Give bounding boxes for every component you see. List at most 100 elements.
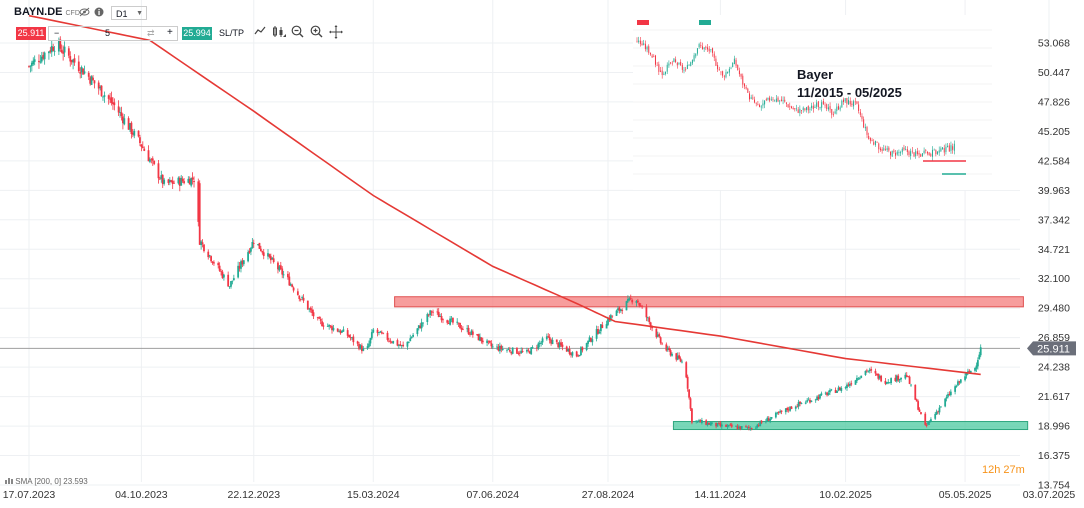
- increase-button[interactable]: +: [167, 27, 173, 38]
- candle-body: [957, 381, 959, 386]
- inset-candle-body: [799, 108, 801, 114]
- candle-body: [426, 314, 429, 322]
- inset-candle-body: [638, 40, 640, 42]
- candle-body: [487, 340, 490, 342]
- candle-body: [568, 348, 571, 354]
- candle-body: [679, 358, 682, 362]
- candle-body: [28, 66, 30, 67]
- candle-body: [535, 347, 538, 349]
- inset-candle-body: [822, 100, 824, 105]
- inset-candle-body: [854, 101, 856, 103]
- candle-body: [137, 130, 140, 137]
- quantity-input[interactable]: 5: [105, 28, 111, 38]
- candle-body: [780, 410, 783, 412]
- candle-body: [207, 251, 210, 258]
- y-tick-label: 37.342: [1038, 214, 1070, 226]
- candle-body: [848, 383, 851, 386]
- candle-body: [309, 307, 312, 311]
- candle-body: [420, 322, 423, 329]
- candle-body: [786, 408, 789, 411]
- y-tick-label: 39.963: [1038, 185, 1070, 197]
- candle-body: [168, 179, 171, 183]
- candle-body: [928, 420, 931, 423]
- candle-body: [765, 420, 767, 423]
- inset-candle-body: [680, 61, 682, 66]
- sell-button[interactable]: 25.911: [16, 27, 46, 40]
- timeframe-select[interactable]: D1 ▼: [111, 6, 147, 20]
- inset-candle-body: [846, 98, 848, 104]
- candle-body: [257, 244, 259, 245]
- inset-candle-body: [874, 140, 876, 146]
- x-tick-label: 05.05.2025: [939, 489, 992, 501]
- sltp-button[interactable]: SL/TP: [219, 28, 245, 38]
- swap-icon[interactable]: ⇄: [147, 28, 155, 38]
- inset-candle-body: [836, 106, 838, 111]
- candle-body: [72, 59, 75, 63]
- line-chart-icon[interactable]: [254, 25, 266, 40]
- inset-candle-body: [767, 97, 769, 100]
- candle-body: [895, 375, 898, 382]
- candle-body: [527, 349, 530, 351]
- inset-candle-body: [656, 65, 658, 66]
- candle-body: [627, 299, 629, 302]
- candle-body: [308, 308, 311, 310]
- inset-candle-body: [705, 46, 707, 48]
- y-tick-label: 53.068: [1038, 38, 1070, 50]
- inset-candle-body: [676, 62, 678, 66]
- candle-body: [846, 384, 848, 388]
- candle-body: [53, 50, 56, 52]
- inset-candle-body: [806, 107, 808, 111]
- inset-candle-body: [883, 148, 885, 151]
- x-tick-label: 04.10.2023: [115, 489, 168, 501]
- candle-body: [856, 377, 858, 381]
- inset-candle-body: [710, 49, 712, 51]
- candle-body: [376, 329, 379, 333]
- info-icon[interactable]: [94, 7, 104, 20]
- candle-body: [259, 248, 262, 252]
- candle-body: [480, 337, 483, 342]
- buy-button[interactable]: 25.994: [182, 27, 212, 40]
- inset-candle-body: [733, 58, 735, 65]
- inset-candle-body: [732, 62, 734, 68]
- y-tick-label: 50.447: [1038, 67, 1070, 79]
- quantity-stepper[interactable]: − 5 ⇄ +: [48, 26, 178, 41]
- candle-body: [639, 305, 642, 307]
- symbol-label[interactable]: BAYN.DE CFD: [14, 6, 80, 18]
- candle-body: [110, 97, 113, 103]
- candle-body: [158, 178, 161, 180]
- candle-body: [50, 45, 53, 53]
- candle-body: [557, 342, 560, 348]
- candle-body: [709, 423, 712, 426]
- inset-candle-body: [720, 71, 722, 73]
- candle-body: [457, 322, 460, 324]
- crosshair-icon[interactable]: [329, 25, 343, 42]
- candle-body: [500, 345, 503, 350]
- candle-body: [187, 178, 190, 183]
- inset-candle-body: [646, 46, 648, 50]
- candle-body: [558, 342, 561, 347]
- candle-body: [914, 384, 917, 400]
- candle-body: [847, 384, 850, 386]
- candle-body: [221, 271, 224, 278]
- candles-icon[interactable]: [272, 25, 286, 42]
- inset-candle-body: [839, 107, 841, 110]
- inset-candle-body: [871, 140, 873, 142]
- candle-body: [898, 379, 901, 381]
- sma-legend[interactable]: SMA [200, 0] 23.593: [5, 477, 88, 486]
- inset-candle-body: [814, 106, 816, 109]
- candle-body: [491, 346, 494, 348]
- candle-body: [299, 298, 302, 300]
- candle-body: [476, 334, 479, 336]
- zoom-in-icon[interactable]: [310, 25, 323, 41]
- decrease-button[interactable]: −: [54, 28, 60, 38]
- candle-body: [203, 244, 205, 252]
- inset-candle-body: [722, 71, 724, 76]
- candle-body: [183, 181, 185, 184]
- candle-body: [62, 51, 65, 54]
- y-tick-label: 47.826: [1038, 96, 1070, 108]
- eye-off-icon[interactable]: [79, 7, 90, 20]
- zoom-out-icon[interactable]: [291, 25, 304, 41]
- inset-candle-body: [663, 73, 665, 75]
- y-tick-label: 18.996: [1038, 421, 1070, 433]
